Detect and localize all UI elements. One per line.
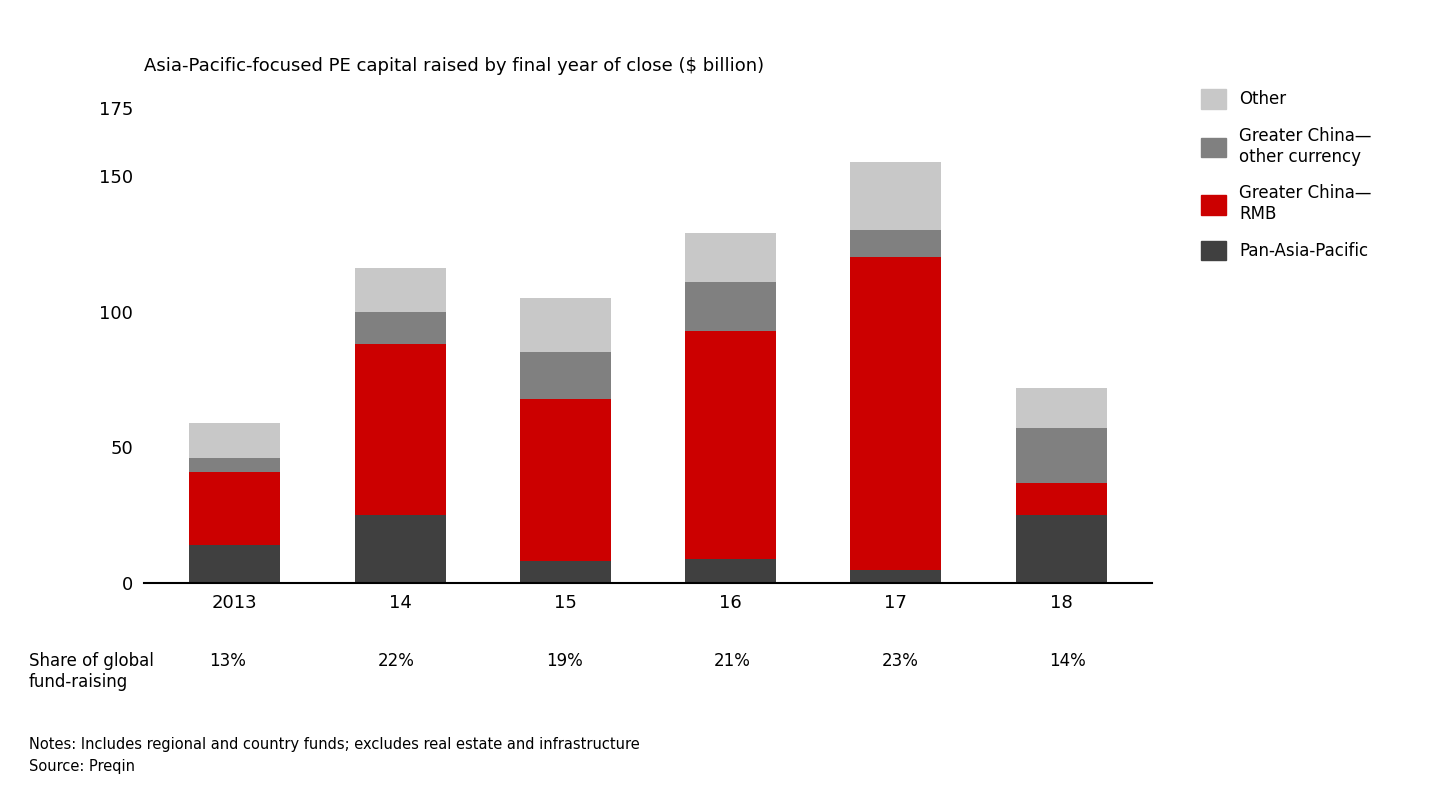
Bar xyxy=(520,399,611,561)
Bar xyxy=(685,233,776,282)
Text: Asia-Pacific-focused PE capital raised by final year of close ($ billion): Asia-Pacific-focused PE capital raised b… xyxy=(144,57,765,75)
Bar xyxy=(190,458,281,472)
Bar xyxy=(190,472,281,545)
Text: 13%: 13% xyxy=(210,652,246,670)
Text: Source: Preqin: Source: Preqin xyxy=(29,759,135,774)
Bar xyxy=(1015,428,1106,483)
Text: 21%: 21% xyxy=(714,652,750,670)
Bar xyxy=(1015,515,1106,583)
Bar xyxy=(354,268,445,312)
Bar xyxy=(354,344,445,515)
Bar xyxy=(520,561,611,583)
Text: 23%: 23% xyxy=(881,652,919,670)
Legend: Other, Greater China—
other currency, Greater China—
RMB, Pan-Asia-Pacific: Other, Greater China— other currency, Gr… xyxy=(1201,89,1371,261)
Text: Share of global
fund-raising: Share of global fund-raising xyxy=(29,652,154,691)
Text: 14%: 14% xyxy=(1050,652,1086,670)
Text: 22%: 22% xyxy=(377,652,415,670)
Bar xyxy=(354,312,445,344)
Text: Notes: Includes regional and country funds; excludes real estate and infrastruct: Notes: Includes regional and country fun… xyxy=(29,737,639,752)
Bar xyxy=(685,559,776,583)
Bar xyxy=(851,258,942,569)
Bar xyxy=(685,330,776,559)
Bar xyxy=(520,298,611,352)
Bar xyxy=(851,230,942,258)
Bar xyxy=(685,282,776,330)
Bar xyxy=(520,352,611,399)
Bar xyxy=(190,545,281,583)
Bar xyxy=(354,515,445,583)
Bar xyxy=(851,569,942,583)
Text: 19%: 19% xyxy=(546,652,582,670)
Bar xyxy=(1015,483,1106,515)
Bar xyxy=(851,163,942,230)
Bar xyxy=(1015,388,1106,428)
Bar xyxy=(190,423,281,458)
